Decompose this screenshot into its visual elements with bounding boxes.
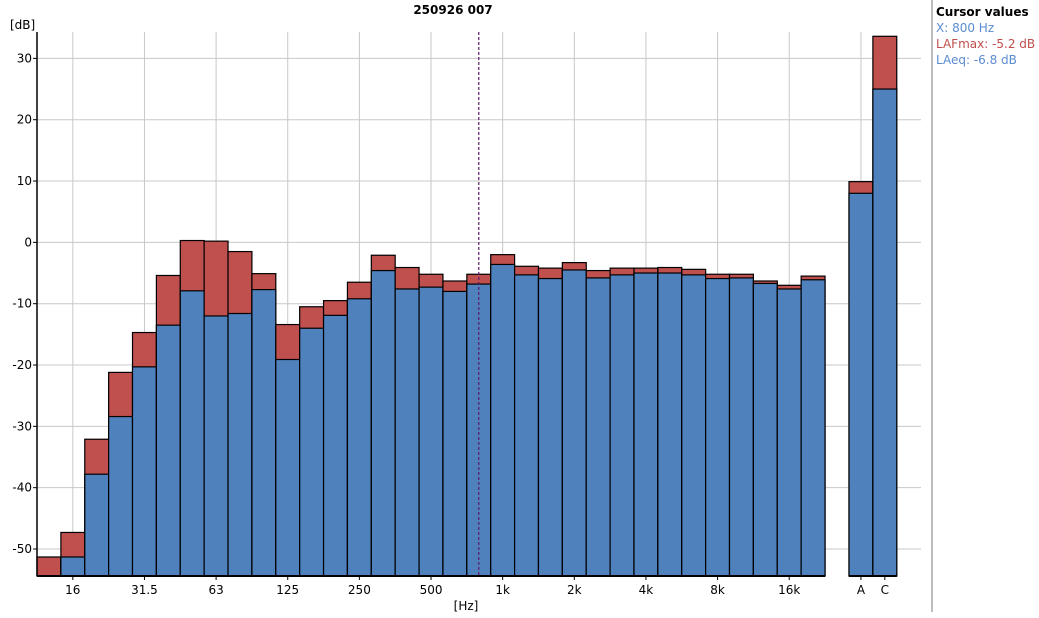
laeq-bar xyxy=(776,288,802,577)
laeq-bar xyxy=(490,263,516,577)
cursor-panel-title: Cursor values xyxy=(936,5,1029,19)
total-tick-label: A xyxy=(857,583,866,597)
laeq-bar xyxy=(203,315,229,577)
y-tick-label: -10 xyxy=(12,297,32,311)
laeq-bar xyxy=(108,415,134,577)
x-tick-label: 63 xyxy=(208,583,223,597)
axes: 30 20 10 0 -10 -20 -30 -40 -50 16 31.5 63 125 250 500 1… xyxy=(12,32,897,597)
y-axis-label: [dB] xyxy=(10,18,35,32)
laeq-bar xyxy=(657,272,683,577)
cursor-lafmax-value: LAFmax: -5.2 dB xyxy=(936,37,1036,51)
laeq-bar xyxy=(442,290,468,577)
laeq-bar xyxy=(561,269,587,577)
bars xyxy=(36,35,898,577)
x-tick-label: 2k xyxy=(567,583,582,597)
laeq-bar xyxy=(322,314,349,577)
x-tick-label: 125 xyxy=(276,583,299,597)
laeq-bar xyxy=(227,312,253,577)
laeq-bar xyxy=(299,327,325,577)
cursor-x-value: X: 800 Hz xyxy=(936,21,995,35)
x-tick-label: 8k xyxy=(710,583,725,597)
y-tick-label: -20 xyxy=(12,358,32,372)
x-tick-label: 1k xyxy=(495,583,510,597)
x-tick-label: 4k xyxy=(639,583,654,597)
y-tick-label: 20 xyxy=(17,113,32,127)
laeq-bar xyxy=(705,277,731,577)
chart-title: 250926 007 xyxy=(413,3,492,17)
x-tick-label: 31.5 xyxy=(131,583,158,597)
laeq-total-bar xyxy=(872,88,898,577)
y-tick-label: 10 xyxy=(17,174,32,188)
y-tick-label: -40 xyxy=(12,481,32,495)
laeq-bar xyxy=(633,272,659,577)
laeq-bar xyxy=(585,277,611,577)
x-tick-label: 16 xyxy=(65,583,80,597)
laeq-bar xyxy=(418,286,444,577)
laeq-bar xyxy=(370,269,396,577)
laeq-bar xyxy=(179,290,205,577)
y-tick-label: 30 xyxy=(17,51,32,65)
lafmax-bar xyxy=(36,556,62,577)
laeq-bar xyxy=(251,288,277,577)
x-tick-label: 16k xyxy=(778,583,800,597)
y-tick-label: -30 xyxy=(12,419,32,433)
laeq-bar xyxy=(681,274,707,577)
laeq-bar xyxy=(394,288,420,577)
laeq-bar xyxy=(155,324,181,577)
laeq-bar xyxy=(346,298,372,577)
laeq-bar xyxy=(752,282,778,577)
laeq-bar xyxy=(800,279,826,577)
laeq-bar xyxy=(84,473,110,577)
laeq-bar xyxy=(60,556,86,577)
x-tick-label: 250 xyxy=(348,583,371,597)
x-axis-label: [Hz] xyxy=(454,599,479,613)
x-tick-label: 500 xyxy=(420,583,443,597)
laeq-bar xyxy=(513,274,540,577)
laeq-bar xyxy=(131,366,158,577)
laeq-bar xyxy=(275,358,301,577)
y-tick-label: 0 xyxy=(24,235,32,249)
laeq-bar xyxy=(537,277,563,577)
laeq-bar xyxy=(609,274,635,577)
laeq-bar xyxy=(728,277,755,577)
laeq-total-bar xyxy=(848,192,874,577)
cursor-laeq-value: LAeq: -6.8 dB xyxy=(936,53,1017,67)
y-tick-label: -50 xyxy=(12,542,32,556)
total-tick-label: C xyxy=(881,583,889,597)
cursor-values-panel: Cursor values X: 800 Hz LAFmax: -5.2 dB … xyxy=(931,0,1039,612)
